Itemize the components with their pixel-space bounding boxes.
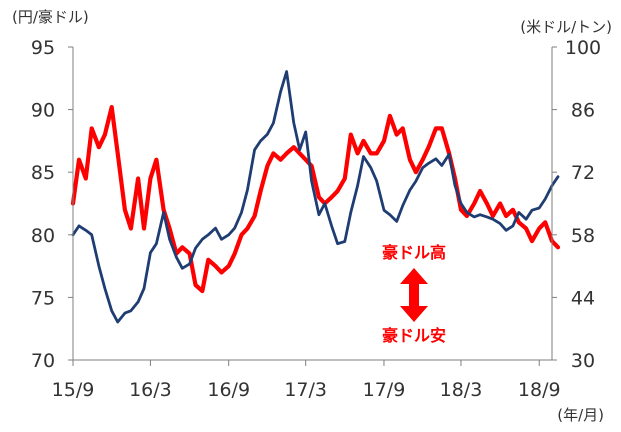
left-axis-tick-label: 85	[31, 162, 55, 184]
left-axis-tick-label: 95	[31, 37, 55, 59]
x-axis-tick-label: 16/9	[207, 379, 250, 401]
right-axis-tick-label: 86	[571, 100, 595, 122]
series-layer	[70, 70, 561, 324]
left-axis-unit-label: (円/豪ドル)	[12, 8, 89, 26]
left-axis-tick-label: 70	[31, 350, 55, 372]
right-axis-tick-label: 72	[571, 162, 595, 184]
x-axis-tick-label: 18/3	[440, 379, 483, 401]
x-axis-tick-label: 16/3	[129, 379, 172, 401]
right-axis-unit-label: (米ドル/トン)	[520, 18, 612, 36]
series-line-1	[71, 70, 560, 324]
right-axis-tick-label: 58	[571, 225, 595, 247]
x-axis-unit-label: (年/月)	[557, 406, 604, 424]
axis-layer	[68, 46, 557, 366]
right-axis-tick-label: 100	[565, 37, 601, 59]
annotation-aud-strong: 豪ドル高	[382, 243, 446, 262]
x-axis-tick-label: 17/3	[284, 379, 327, 401]
right-axis-tick-label: 44	[571, 287, 595, 309]
annotation-aud-weak: 豪ドル安	[382, 326, 446, 345]
x-axis-tick-label: 15/9	[52, 379, 95, 401]
left-axis-tick-label: 90	[31, 100, 55, 122]
series-line-0	[70, 105, 561, 294]
left-axis-tick-label: 80	[31, 225, 55, 247]
x-axis-tick-label: 18/9	[518, 379, 561, 401]
double-arrow-icon	[400, 268, 428, 322]
x-axis-tick-label: 17/9	[363, 379, 406, 401]
direction-annotation: 豪ドル高 豪ドル安	[382, 243, 446, 345]
left-axis-tick-label: 75	[31, 287, 55, 309]
right-axis-tick-label: 30	[571, 350, 595, 372]
tick-label-layer: 95 90 85 80 75 70 100 86 72 58 44 30 15/9 16/3 16/9 17/…	[31, 37, 601, 401]
